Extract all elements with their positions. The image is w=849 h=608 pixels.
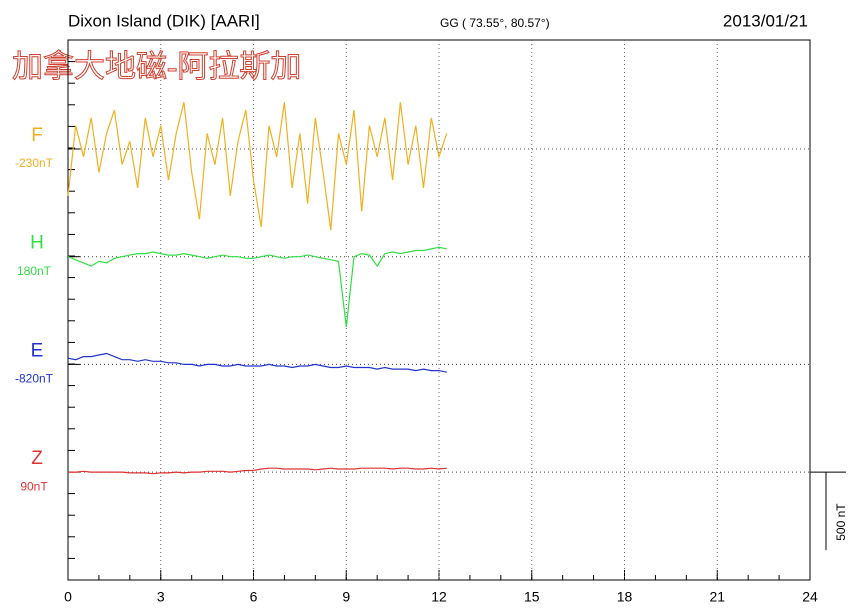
watermark: 加拿大地磁-阿拉斯加 xyxy=(12,49,301,84)
x-tick-label: 15 xyxy=(524,589,540,605)
trace xyxy=(67,102,448,231)
baseline-label: -820nT xyxy=(15,372,54,386)
trace xyxy=(67,352,447,373)
baseline-label: 180nT xyxy=(17,264,52,278)
x-tick-label: 24 xyxy=(802,589,818,605)
coordinates: GG ( 73.55°, 80.57°) xyxy=(440,16,550,30)
series-name: E xyxy=(31,340,44,361)
x-tick-label: 18 xyxy=(617,589,633,605)
station-title: Dixon Island (DIK) [AARI] xyxy=(68,11,260,30)
series-name: F xyxy=(31,125,43,146)
date: 2013/01/21 xyxy=(723,11,808,30)
series-name: H xyxy=(30,233,44,254)
trace xyxy=(68,467,447,475)
series-name: Z xyxy=(31,448,43,469)
x-tick-label: 12 xyxy=(431,589,447,605)
x-tick-label: 21 xyxy=(709,589,725,605)
x-tick-label: 3 xyxy=(157,589,165,605)
baseline-label: -230nT xyxy=(15,156,54,170)
x-tick-label: 6 xyxy=(250,589,258,605)
baseline-label: 90nT xyxy=(20,479,48,493)
x-tick-label: 0 xyxy=(64,589,72,605)
x-tick-label: 9 xyxy=(342,589,350,605)
scale-bar-label: 500 nT xyxy=(834,503,848,541)
trace xyxy=(67,246,447,327)
